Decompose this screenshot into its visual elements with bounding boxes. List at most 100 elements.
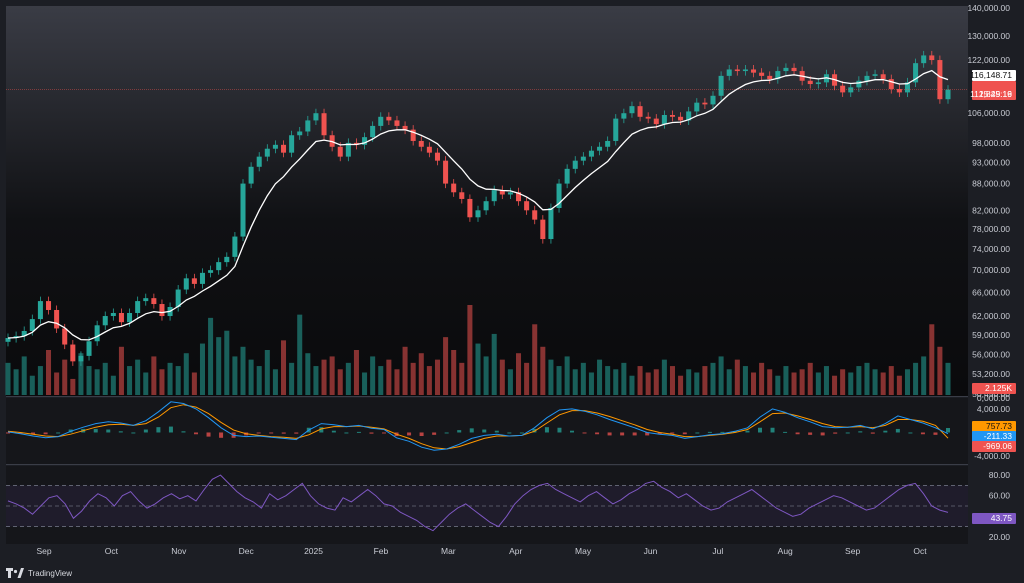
macd-histogram-bar bbox=[557, 427, 562, 433]
macd-histogram-bar bbox=[519, 432, 524, 434]
macd-histogram-bar bbox=[331, 430, 336, 433]
macd-histogram-bar bbox=[808, 432, 813, 435]
volume-bar bbox=[751, 372, 757, 395]
price-tick-label: 140,000.00 bbox=[967, 3, 1010, 13]
candle-body bbox=[378, 116, 384, 126]
volume-bar bbox=[418, 353, 424, 395]
month-label: Feb bbox=[374, 546, 389, 556]
candle-body bbox=[159, 304, 165, 317]
candle-body bbox=[507, 192, 513, 195]
volume-bar bbox=[208, 317, 214, 395]
candle-body bbox=[637, 106, 643, 117]
candle-body bbox=[621, 113, 627, 119]
volume-bar bbox=[710, 362, 716, 395]
volume-bar bbox=[54, 372, 60, 395]
volume-bar bbox=[896, 375, 902, 395]
price-tick-label: 66,000.00 bbox=[972, 287, 1010, 297]
month-label: Aug bbox=[778, 546, 793, 556]
volume-bar bbox=[799, 369, 805, 395]
candle-body bbox=[272, 144, 278, 149]
volume-bar bbox=[904, 369, 910, 395]
candle-body bbox=[751, 69, 757, 73]
volume-bar bbox=[159, 369, 165, 395]
candle-body bbox=[224, 256, 230, 263]
candle-body bbox=[694, 102, 700, 112]
price-axis[interactable]: 140,000.00 130,000.00 122,000.00 106,000.00… bbox=[967, 3, 1010, 399]
volume-bar bbox=[443, 337, 449, 395]
volume-bar bbox=[321, 359, 327, 395]
volume-bar bbox=[702, 366, 708, 395]
price-tick-label: 82,000.00 bbox=[972, 205, 1010, 215]
month-label: May bbox=[575, 546, 592, 556]
candle-body bbox=[118, 312, 124, 323]
volume-bar bbox=[475, 343, 481, 395]
candle-body bbox=[370, 125, 376, 138]
macd-histogram-bar bbox=[482, 429, 487, 433]
candle-body bbox=[669, 115, 675, 117]
candle-body bbox=[775, 71, 781, 80]
volume-bar bbox=[564, 356, 570, 395]
volume-bar bbox=[402, 346, 408, 395]
candle-body bbox=[605, 140, 611, 147]
candle-body bbox=[313, 113, 319, 121]
volume-bar bbox=[313, 366, 319, 395]
volume-bar bbox=[767, 369, 773, 395]
candle-body bbox=[629, 106, 635, 114]
candle-body bbox=[264, 148, 270, 157]
volume-bar bbox=[888, 366, 894, 395]
volume-bar bbox=[127, 366, 133, 395]
candle-body bbox=[86, 341, 92, 356]
candle-body bbox=[540, 219, 546, 240]
month-label: Apr bbox=[509, 546, 522, 556]
candle-body bbox=[872, 74, 878, 76]
macd-histogram-badge: 757.73 bbox=[986, 421, 1012, 431]
macd-histogram-bar bbox=[93, 428, 98, 433]
volume-bar bbox=[686, 369, 692, 395]
macd-histogram-bar bbox=[457, 430, 462, 433]
rsi-value-badge: 43.75 bbox=[991, 513, 1013, 523]
macd-histogram-bar bbox=[294, 432, 299, 434]
tradingview-brand[interactable]: TradingView bbox=[6, 566, 72, 580]
candle-body bbox=[62, 328, 68, 345]
candle-body bbox=[661, 115, 667, 125]
candle-body bbox=[21, 330, 27, 337]
candle-body bbox=[726, 69, 732, 76]
price-tick-label: 62,000.00 bbox=[972, 311, 1010, 321]
volume-bar bbox=[256, 366, 262, 395]
candle-body bbox=[467, 198, 473, 218]
macd-histogram-bar bbox=[883, 430, 888, 433]
macd-histogram-bar bbox=[444, 432, 449, 434]
candle-body bbox=[151, 298, 157, 305]
volume-bar bbox=[597, 359, 603, 395]
candle-body bbox=[410, 129, 416, 141]
candle-body bbox=[143, 298, 149, 302]
macd-histogram-bar bbox=[783, 431, 788, 433]
macd-pane-background bbox=[6, 398, 968, 464]
volume-bar bbox=[669, 366, 675, 395]
candle-body bbox=[102, 316, 108, 326]
candle-body bbox=[29, 319, 35, 331]
volume-bar bbox=[70, 378, 76, 395]
candle-body bbox=[921, 55, 927, 64]
volume-axis-label: 0,000.00 bbox=[977, 393, 1010, 403]
volume-bar bbox=[410, 362, 416, 395]
volume-bar bbox=[783, 366, 789, 395]
candle-body bbox=[856, 80, 862, 88]
volume-bar bbox=[281, 340, 287, 395]
macd-histogram-bar bbox=[469, 428, 474, 433]
volume-bar bbox=[337, 369, 343, 395]
price-candles bbox=[5, 50, 951, 366]
volume-bar bbox=[499, 359, 505, 395]
rsi-tick-label: 80.00 bbox=[989, 470, 1011, 480]
volume-bar bbox=[86, 366, 92, 395]
time-axis[interactable]: Sep Oct Nov Dec 2025 Feb Mar Apr May Jun Jul Aug Sep… bbox=[36, 546, 927, 556]
volume-bar bbox=[378, 366, 384, 395]
volume-bar bbox=[823, 366, 829, 395]
macd-histogram-bar bbox=[858, 431, 863, 433]
rsi-value-badge-bg bbox=[972, 513, 1016, 524]
macd-histogram-bar bbox=[6, 432, 10, 434]
candle-body bbox=[888, 79, 894, 90]
